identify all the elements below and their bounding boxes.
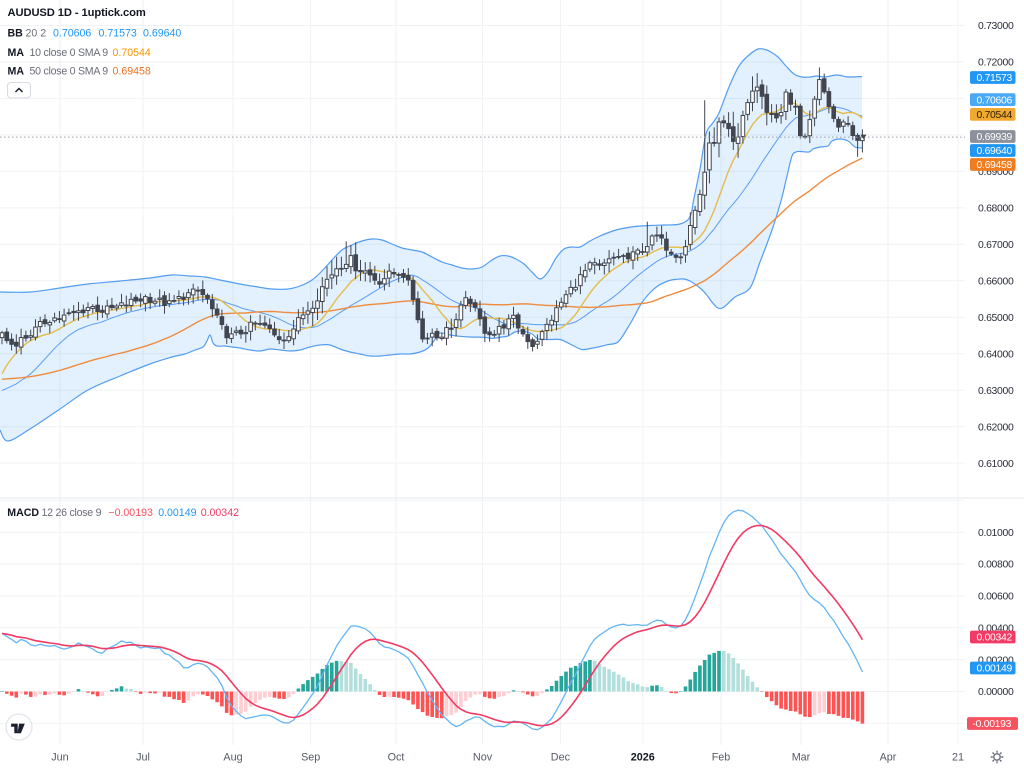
svg-text:2026: 2026	[631, 752, 655, 764]
svg-text:0.70606: 0.70606	[977, 95, 1013, 106]
svg-text:0.69000: 0.69000	[978, 167, 1014, 178]
svg-text:0.69640: 0.69640	[977, 146, 1013, 157]
svg-text:0.69458: 0.69458	[977, 160, 1013, 171]
svg-text:Sep: Sep	[301, 752, 320, 764]
svg-text:0.71573: 0.71573	[977, 73, 1013, 84]
svg-text:0.00342: 0.00342	[977, 633, 1013, 644]
svg-text:0.00400: 0.00400	[978, 624, 1014, 635]
svg-text:0.64000: 0.64000	[978, 349, 1014, 360]
svg-text:0.69939: 0.69939	[977, 132, 1013, 143]
svg-text:Apr: Apr	[880, 752, 897, 764]
svg-text:Jun: Jun	[51, 752, 68, 764]
svg-text:0.00200: 0.00200	[978, 655, 1014, 666]
svg-text:0.00149: 0.00149	[977, 664, 1013, 675]
svg-text:Nov: Nov	[473, 752, 493, 764]
svg-text:0.62000: 0.62000	[978, 422, 1014, 433]
svg-text:Feb: Feb	[712, 752, 731, 764]
svg-text:0.68000: 0.68000	[978, 204, 1014, 215]
svg-text:0.00800: 0.00800	[978, 560, 1014, 571]
svg-text:0.00000: 0.00000	[978, 687, 1014, 698]
svg-text:0.70544: 0.70544	[977, 110, 1013, 121]
svg-text:AUDUSD 1D - 1uptick.com: AUDUSD 1D - 1uptick.com	[8, 7, 146, 19]
svg-text:0.00600: 0.00600	[978, 592, 1014, 603]
svg-text:0.61000: 0.61000	[978, 459, 1014, 470]
svg-text:21: 21	[952, 752, 964, 764]
svg-text:0.72000: 0.72000	[978, 58, 1014, 69]
svg-text:0.65000: 0.65000	[978, 313, 1014, 324]
svg-text:Mar: Mar	[792, 752, 811, 764]
svg-text:Dec: Dec	[551, 752, 571, 764]
svg-text:0.67000: 0.67000	[978, 240, 1014, 251]
svg-text:Oct: Oct	[388, 752, 405, 764]
svg-text:0.01000: 0.01000	[978, 528, 1014, 539]
svg-text:-0.00193: -0.00193	[973, 719, 1012, 730]
svg-text:0.73000: 0.73000	[978, 21, 1014, 32]
svg-text:Jul: Jul	[136, 752, 150, 764]
svg-text:Aug: Aug	[223, 752, 242, 764]
svg-text:0.63000: 0.63000	[978, 386, 1014, 397]
svg-text:0.66000: 0.66000	[978, 277, 1014, 288]
